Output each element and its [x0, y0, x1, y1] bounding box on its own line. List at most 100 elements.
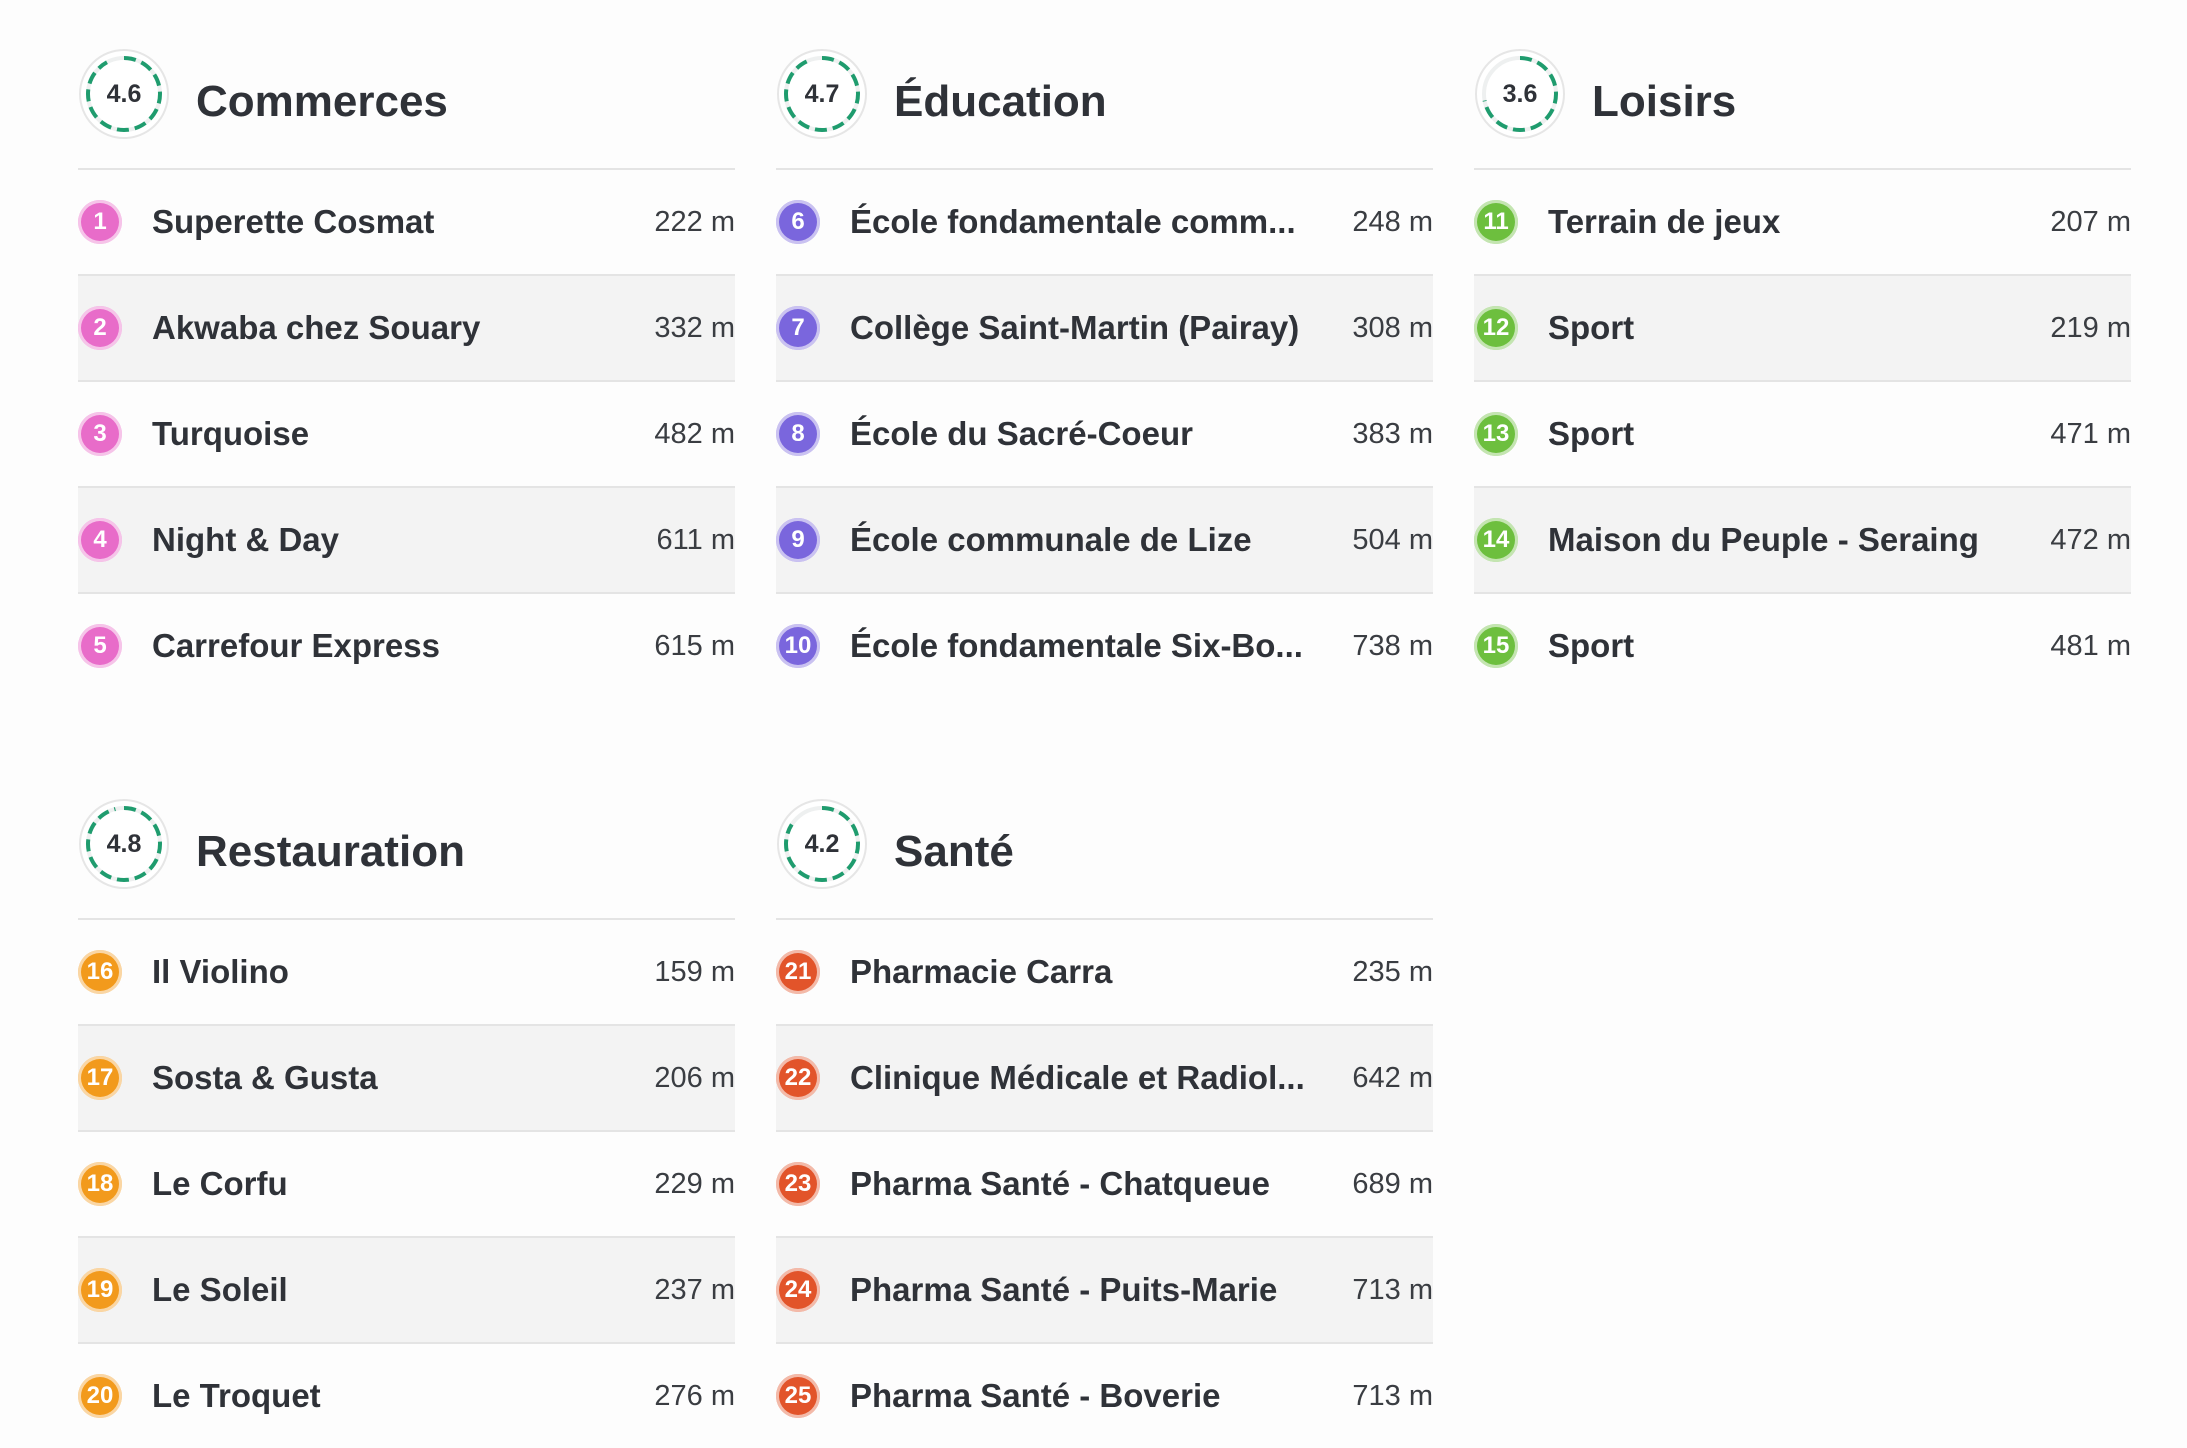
poi-distance: 642 m: [1352, 1061, 1433, 1094]
poi-row[interactable]: 21 Pharmacie Carra 235 m: [776, 920, 1433, 1026]
poi-name: Sport: [1548, 415, 1635, 452]
poi-distance: 471 m: [2050, 417, 2131, 450]
card-header: 4.6 Commerces: [78, 0, 735, 170]
poi-row[interactable]: 17 Sosta & Gusta 206 m: [78, 1026, 735, 1132]
poi-distance: 481 m: [2050, 629, 2131, 662]
score-value: 4.8: [106, 829, 142, 858]
poi-number-badge: 16: [78, 950, 122, 994]
poi-row[interactable]: 24 Pharma Santé - Puits-Marie 713 m: [776, 1238, 1433, 1344]
poi-number-badge: 12: [1474, 306, 1518, 350]
score-ring-background: [79, 799, 169, 889]
poi-number-badge: 5: [78, 624, 122, 668]
poi-name: Akwaba chez Souary: [152, 309, 481, 346]
poi-row[interactable]: 2 Akwaba chez Souary 332 m: [78, 276, 735, 382]
poi-number-badge: 24: [776, 1268, 820, 1312]
poi-name: Collège Saint-Martin (Pairay): [850, 309, 1300, 346]
poi-row[interactable]: 8 École du Sacré-Coeur 383 m: [776, 382, 1433, 488]
card-title: Commerces: [196, 77, 448, 126]
poi-number-badge: 7: [776, 306, 820, 350]
poi-row[interactable]: 6 École fondamentale comm... 248 m: [776, 170, 1433, 276]
poi-distance: 482 m: [654, 417, 735, 450]
poi-number-badge: 3: [78, 412, 122, 456]
poi-name: Sport: [1548, 309, 1635, 346]
score-value: 4.7: [804, 79, 840, 108]
poi-row[interactable]: 25 Pharma Santé - Boverie 713 m: [776, 1344, 1433, 1448]
poi-row[interactable]: 12 Sport 219 m: [1474, 276, 2131, 382]
poi-row[interactable]: 23 Pharma Santé - Chatqueue 689 m: [776, 1132, 1433, 1238]
poi-row[interactable]: 7 Collège Saint-Martin (Pairay) 308 m: [776, 276, 1433, 382]
score-ring-arc: [784, 806, 860, 882]
poi-name: Le Soleil: [152, 1271, 288, 1308]
poi-number-badge: 22: [776, 1056, 820, 1100]
card-title: Éducation: [894, 77, 1107, 126]
category-card-restauration: 4.8 Restauration 16 Il Violino 159 m 17 …: [78, 750, 735, 1448]
score-ring-background: [777, 799, 867, 889]
score-ring-arc: [86, 806, 162, 882]
score-ring: 4.7: [776, 48, 868, 140]
poi-list: 11 Terrain de jeux 207 m 12 Sport 219 m …: [1474, 170, 2131, 698]
poi-distance: 229 m: [654, 1167, 735, 1200]
poi-row[interactable]: 22 Clinique Médicale et Radiol... 642 m: [776, 1026, 1433, 1132]
poi-row[interactable]: 9 École communale de Lize 504 m: [776, 488, 1433, 594]
poi-name: École fondamentale comm...: [850, 203, 1296, 240]
category-card-loisirs: 3.6 Loisirs 11 Terrain de jeux 207 m 12 …: [1474, 0, 2131, 698]
category-card-sante: 4.2 Santé 21 Pharmacie Carra 235 m 22 Cl…: [776, 750, 1433, 1448]
poi-distance: 222 m: [654, 205, 735, 238]
poi-distance: 276 m: [654, 1379, 735, 1412]
card-title: Restauration: [196, 827, 465, 876]
card-header: 4.8 Restauration: [78, 750, 735, 920]
poi-row[interactable]: 13 Sport 471 m: [1474, 382, 2131, 488]
poi-row[interactable]: 5 Carrefour Express 615 m: [78, 594, 735, 698]
score-value: 4.2: [804, 829, 840, 858]
poi-name: Pharma Santé - Puits-Marie: [850, 1271, 1278, 1308]
poi-row[interactable]: 15 Sport 481 m: [1474, 594, 2131, 698]
poi-row[interactable]: 10 École fondamentale Six-Bo... 738 m: [776, 594, 1433, 698]
poi-row[interactable]: 19 Le Soleil 237 m: [78, 1238, 735, 1344]
poi-row[interactable]: 11 Terrain de jeux 207 m: [1474, 170, 2131, 276]
poi-distance: 308 m: [1352, 311, 1433, 344]
poi-distance: 207 m: [2050, 205, 2131, 238]
poi-distance: 383 m: [1352, 417, 1433, 450]
poi-number-badge: 17: [78, 1056, 122, 1100]
divider: [1474, 168, 2131, 170]
score-value: 3.6: [1502, 79, 1538, 108]
poi-number-badge: 19: [78, 1268, 122, 1312]
poi-row[interactable]: 16 Il Violino 159 m: [78, 920, 735, 1026]
poi-distance: 248 m: [1352, 205, 1433, 238]
poi-number-badge: 21: [776, 950, 820, 994]
poi-name: Sport: [1548, 627, 1635, 664]
card-header: 4.7 Éducation: [776, 0, 1433, 170]
poi-row[interactable]: 4 Night & Day 611 m: [78, 488, 735, 594]
poi-number-badge: 13: [1474, 412, 1518, 456]
poi-distance: 615 m: [654, 629, 735, 662]
poi-name: Pharma Santé - Boverie: [850, 1377, 1221, 1414]
poi-number-badge: 2: [78, 306, 122, 350]
poi-distance: 206 m: [654, 1061, 735, 1094]
poi-number-badge: 25: [776, 1374, 820, 1418]
poi-distance: 689 m: [1352, 1167, 1433, 1200]
poi-name: Carrefour Express: [152, 627, 440, 664]
poi-row[interactable]: 3 Turquoise 482 m: [78, 382, 735, 488]
poi-number-badge: 14: [1474, 518, 1518, 562]
poi-row[interactable]: 14 Maison du Peuple - Seraing 472 m: [1474, 488, 2131, 594]
category-card-education: 4.7 Éducation 6 École fondamentale comm.…: [776, 0, 1433, 698]
poi-number-badge: 8: [776, 412, 820, 456]
card-title: Santé: [894, 827, 1014, 876]
card-title: Loisirs: [1592, 77, 1737, 126]
poi-distance: 219 m: [2050, 311, 2131, 344]
poi-distance: 611 m: [656, 523, 735, 556]
divider: [78, 918, 735, 920]
poi-name: Superette Cosmat: [152, 203, 435, 240]
poi-row[interactable]: 1 Superette Cosmat 222 m: [78, 170, 735, 276]
poi-distance: 738 m: [1352, 629, 1433, 662]
poi-name: Le Corfu: [152, 1165, 288, 1202]
poi-row[interactable]: 18 Le Corfu 229 m: [78, 1132, 735, 1238]
poi-row[interactable]: 20 Le Troquet 276 m: [78, 1344, 735, 1448]
poi-name: Maison du Peuple - Seraing: [1548, 521, 1979, 558]
score-ring-arc: [784, 56, 860, 132]
poi-name: Il Violino: [152, 953, 289, 990]
poi-list: 21 Pharmacie Carra 235 m 22 Clinique Méd…: [776, 920, 1433, 1448]
poi-distance: 713 m: [1352, 1273, 1433, 1306]
poi-number-badge: 6: [776, 200, 820, 244]
poi-number-badge: 18: [78, 1162, 122, 1206]
